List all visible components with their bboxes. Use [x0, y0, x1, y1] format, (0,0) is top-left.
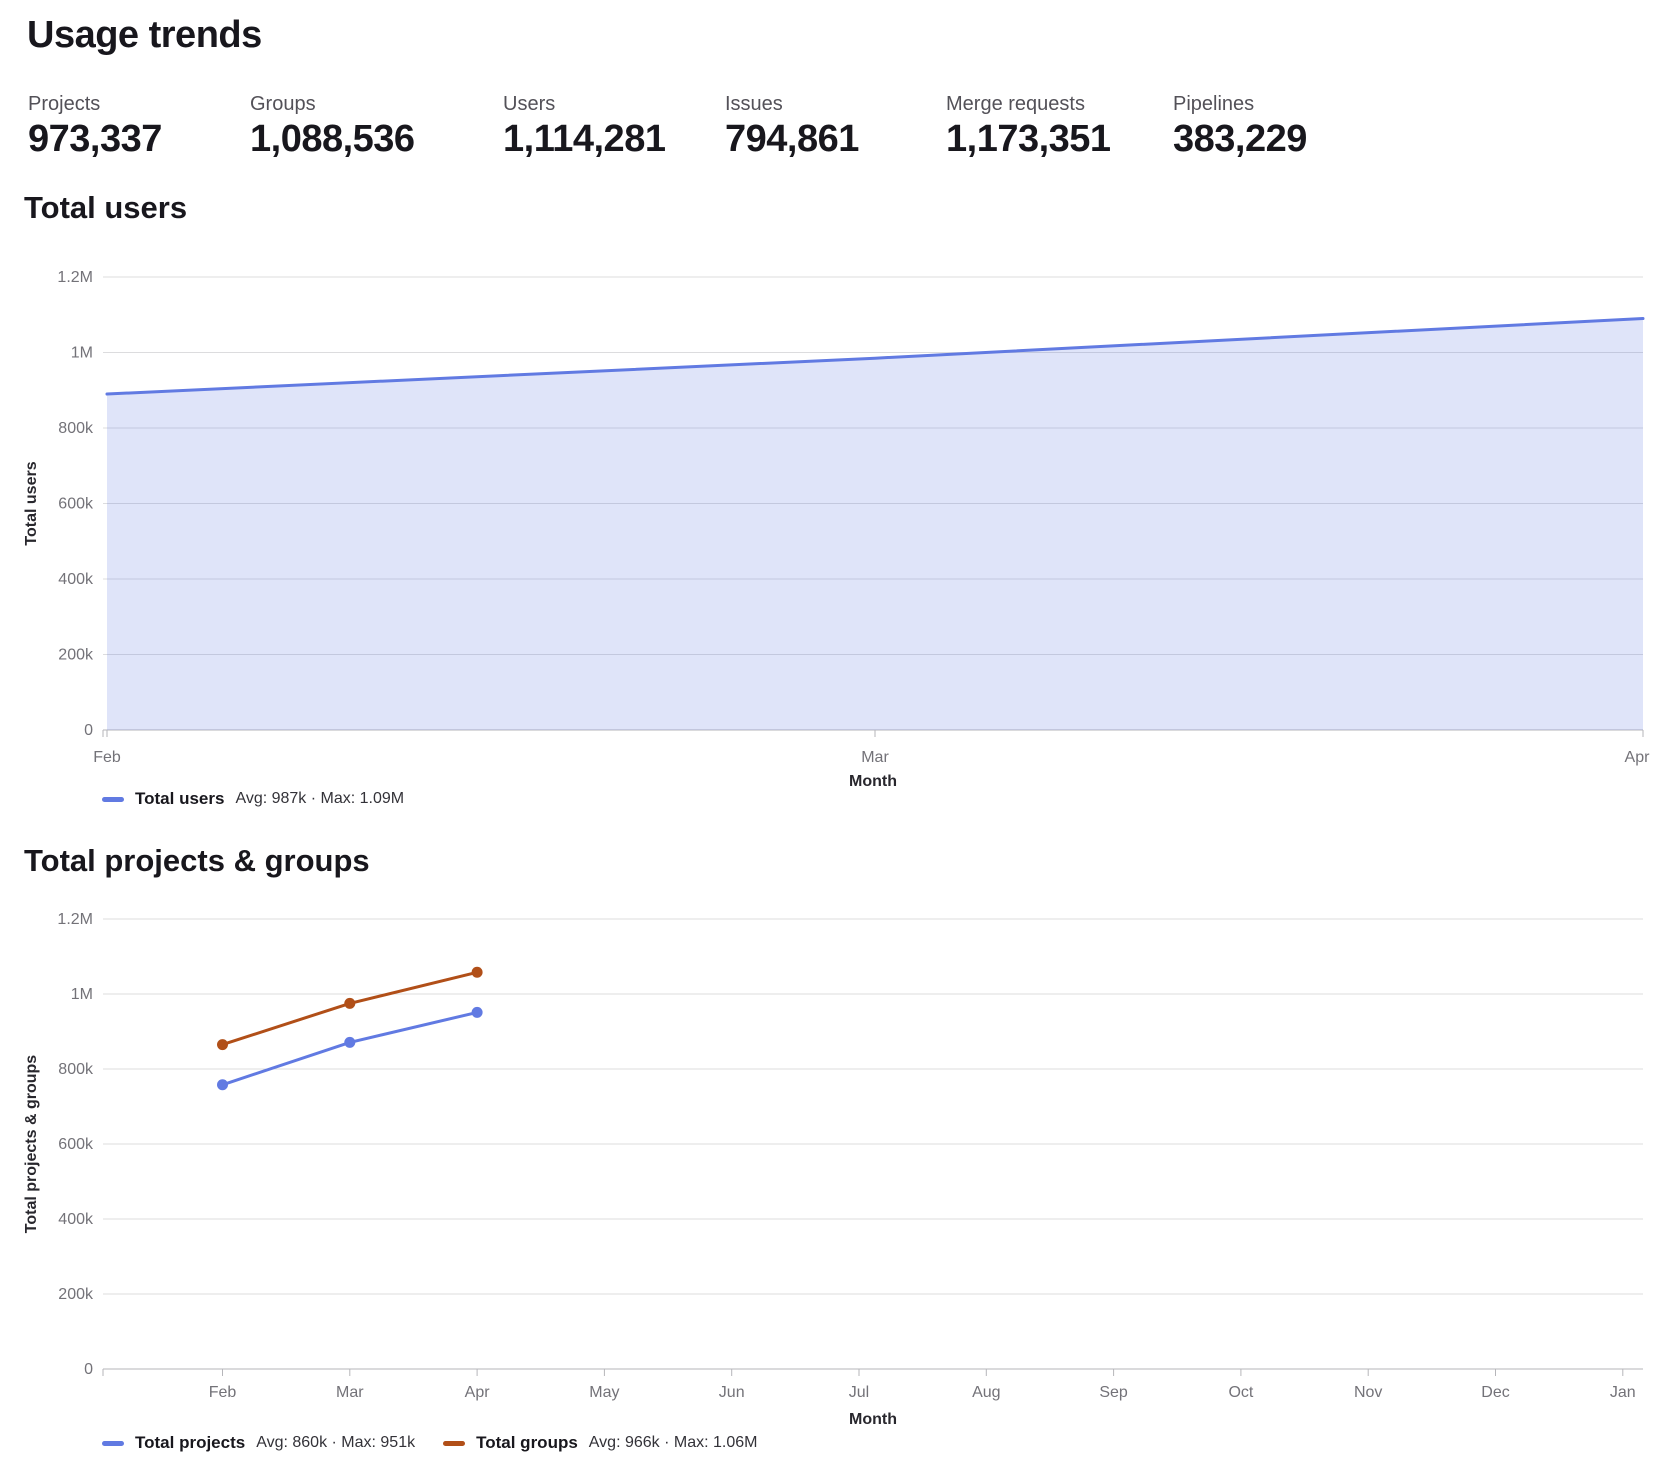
x-axis-title: Month	[849, 1411, 897, 1428]
data-point-total-groups[interactable]	[217, 1039, 228, 1051]
x-axis-tick-label: Jul	[849, 1384, 869, 1401]
area-fill-total-users[interactable]	[107, 318, 1643, 731]
y-axis-tick-label: 800k	[58, 1061, 94, 1078]
y-axis-tick-label: 600k	[58, 496, 94, 513]
legend-item-total-groups[interactable]: Total groups Avg: 966k · Max: 1.06M	[443, 1433, 757, 1453]
y-axis-tick-label: 600k	[58, 1136, 94, 1153]
series-line-total-projects[interactable]	[221, 1010, 479, 1087]
y-axis-tick-label: 400k	[58, 1211, 94, 1228]
y-axis-tick-label: 1M	[71, 986, 93, 1003]
legend-item-total-users[interactable]: Total users Avg: 987k · Max: 1.09M	[102, 789, 404, 809]
legend-series-name: Total groups	[476, 1433, 578, 1452]
x-axis-tick-label: May	[589, 1384, 619, 1401]
x-axis-tick-label: Apr	[1625, 749, 1651, 766]
legend-dash-icon	[102, 796, 124, 802]
x-axis-tick-label: Jun	[719, 1384, 745, 1401]
x-axis-tick-label: Dec	[1481, 1384, 1509, 1401]
legend-series-summary: Avg: 966k · Max: 1.06M	[588, 1434, 758, 1451]
stat-label-groups: Groups	[250, 93, 316, 115]
x-axis-tick-label: Sep	[1099, 1384, 1128, 1401]
y-axis-tick-label: 1.2M	[57, 269, 93, 286]
stat-value-merge-requests: 1,173,351	[946, 118, 1111, 160]
y-axis-tick-label: 200k	[58, 647, 94, 664]
legend-series-summary: Avg: 987k · Max: 1.09M	[235, 790, 405, 807]
x-axis-tick-label: Feb	[93, 749, 121, 766]
stat-value-issues: 794,861	[725, 118, 859, 160]
total-projects-groups-chart-title: Total projects & groups	[24, 843, 370, 878]
legend-dash-icon	[102, 1440, 124, 1446]
legend-series-summary: Avg: 860k · Max: 951k	[256, 1434, 416, 1451]
y-axis-tick-label: 400k	[58, 571, 94, 588]
total-projects-groups-chart-legend: Total projects Avg: 860k · Max: 951k Total…	[102, 1433, 757, 1453]
series-line-total-users[interactable]	[105, 317, 1645, 396]
stat-value-groups: 1,088,536	[250, 118, 415, 160]
stat-label-users: Users	[503, 93, 556, 115]
stat-label-pipelines: Pipelines	[1173, 93, 1255, 115]
stat-label-merge-requests: Merge requests	[946, 93, 1085, 115]
stat-label-issues: Issues	[725, 93, 783, 115]
x-axis-title: Month	[849, 773, 897, 790]
x-axis-tick-label: Mar	[336, 1384, 364, 1401]
x-axis-tick-label: Feb	[209, 1384, 237, 1401]
stat-groups: Groups 1,088,536	[250, 92, 415, 161]
y-axis-tick-label: 1M	[71, 345, 93, 362]
x-axis-tick-label: Apr	[465, 1384, 491, 1401]
legend-dash-icon	[443, 1440, 466, 1446]
total-users-chart-title: Total users	[24, 190, 188, 225]
x-axis-tick-label: Oct	[1228, 1384, 1253, 1401]
y-axis-tick-label: 1.2M	[57, 911, 93, 928]
data-point-total-groups[interactable]	[344, 997, 356, 1009]
stat-value-pipelines: 383,229	[1173, 118, 1307, 160]
total-users-chart-legend: Total users Avg: 987k · Max: 1.09M	[102, 789, 404, 809]
y-axis-tick-label: 800k	[58, 420, 94, 437]
stat-issues: Issues 794,861	[725, 92, 859, 161]
stat-projects: Projects 973,337	[28, 92, 162, 161]
stat-pipelines: Pipelines 383,229	[1173, 92, 1307, 161]
y-axis-title: Total users	[23, 461, 40, 545]
y-axis-tick-label: 0	[84, 722, 93, 739]
data-point-total-projects[interactable]	[344, 1036, 356, 1048]
y-axis-title: Total projects & groups	[23, 1055, 40, 1233]
stat-value-users: 1,114,281	[503, 118, 666, 160]
stat-label-projects: Projects	[28, 93, 101, 115]
x-axis-tick-label: Aug	[972, 1384, 1000, 1401]
legend-item-total-projects[interactable]: Total projects Avg: 860k · Max: 951k	[102, 1433, 415, 1453]
y-axis-tick-label: 0	[84, 1361, 93, 1378]
legend-series-name: Total users	[135, 789, 225, 808]
data-point-total-projects[interactable]	[471, 1006, 483, 1018]
stat-merge-requests: Merge requests 1,173,351	[946, 92, 1111, 161]
y-axis-tick-label: 200k	[58, 1286, 94, 1303]
data-point-total-groups[interactable]	[471, 966, 483, 978]
total-projects-groups-chart: 0 200k 400k 600k 800k 1M 1.2M Feb Mar Apr May Jun Ju…	[23, 911, 1643, 1428]
data-point-total-projects[interactable]	[217, 1079, 228, 1091]
total-users-chart: 0 200k 400k 600k 800k 1M 1.2M Feb Mar Apr Month Tot…	[23, 269, 1651, 790]
x-axis-tick-label: Nov	[1354, 1384, 1382, 1401]
page-title: Usage trends	[27, 14, 262, 56]
stat-users: Users 1,114,281	[503, 92, 666, 161]
stat-value-projects: 973,337	[28, 118, 162, 160]
legend-series-name: Total projects	[135, 1433, 246, 1452]
x-axis-tick-label: Jan	[1610, 1384, 1636, 1401]
x-axis-tick-label: Mar	[861, 749, 889, 766]
